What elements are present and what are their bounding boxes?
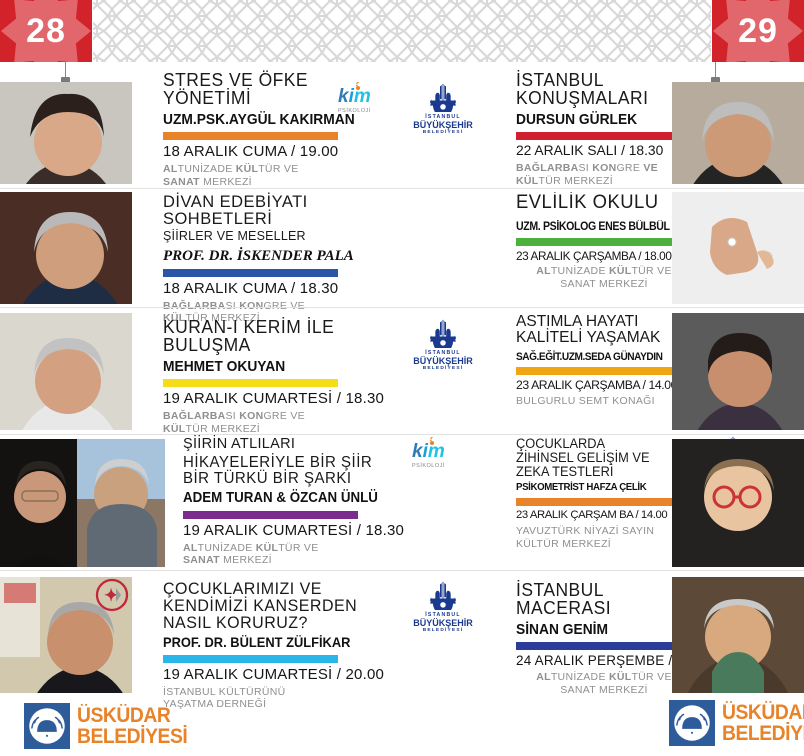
svg-text:?: ? xyxy=(428,437,434,444)
svg-text:PSİKOLOJİ: PSİKOLOJİ xyxy=(412,462,445,469)
svg-text:PSİKOLOJİ: PSİKOLOJİ xyxy=(338,107,371,114)
svg-text:kim: kim xyxy=(338,86,371,107)
svg-text:kim: kim xyxy=(412,441,445,462)
svg-text:?: ? xyxy=(354,82,360,89)
